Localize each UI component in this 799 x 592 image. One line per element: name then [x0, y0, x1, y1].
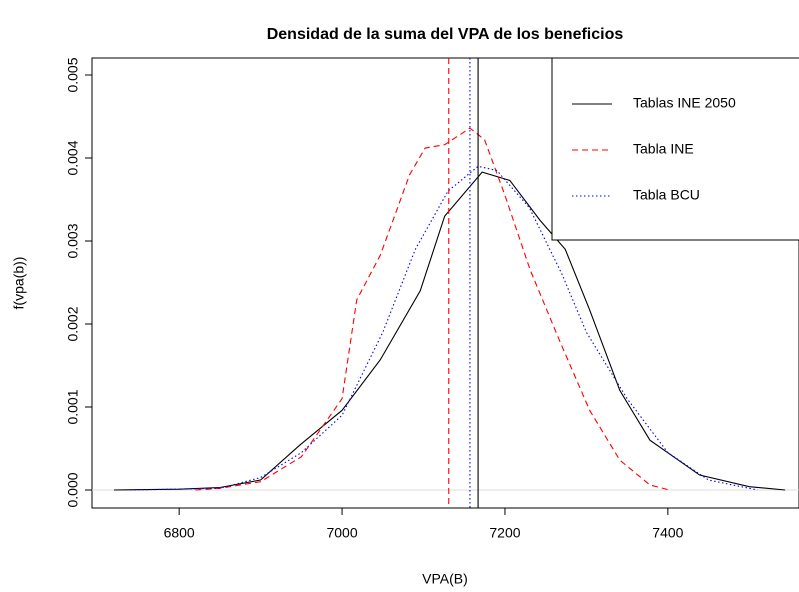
legend-label: Tabla INE — [633, 141, 694, 157]
chart-title: Densidad de la suma del VPA de los benef… — [267, 26, 624, 43]
y-tick-label: 0.003 — [65, 223, 81, 258]
legend-box — [551, 57, 799, 241]
density-line — [130, 165, 758, 491]
y-tick-label: 0.002 — [65, 306, 81, 341]
y-tick-label: 0.001 — [65, 389, 81, 424]
legend-label: Tabla BCU — [633, 187, 700, 203]
y-axis-label: f(vpa(b)) — [11, 257, 27, 310]
density-line — [195, 127, 670, 491]
density-line — [113, 171, 786, 491]
legend-label: Tablas INE 2050 — [633, 95, 736, 111]
plot-frame — [91, 57, 799, 509]
x-tick-label: 7400 — [652, 525, 683, 541]
x-tick-label: 7200 — [489, 525, 520, 541]
x-axis-label: VPA(B) — [422, 571, 468, 587]
y-tick-label: 0.000 — [65, 472, 81, 507]
x-tick-label: 6800 — [164, 525, 195, 541]
y-tick-label: 0.004 — [65, 140, 81, 175]
x-tick-label: 7000 — [326, 525, 357, 541]
y-tick-label: 0.005 — [65, 57, 81, 92]
